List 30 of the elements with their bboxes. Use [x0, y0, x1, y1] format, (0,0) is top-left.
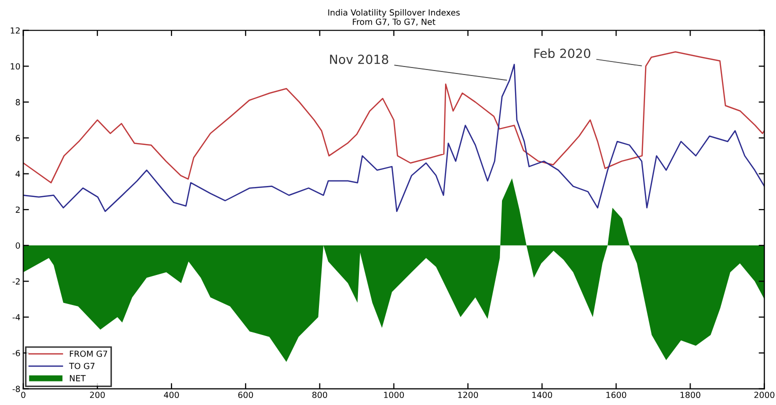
x-tick-label: 400 — [164, 392, 179, 398]
legend-label: FROM G7 — [70, 350, 108, 357]
x-tick-label: 600 — [238, 392, 254, 398]
y-tick-label: 8 — [16, 99, 20, 106]
line-series — [23, 64, 764, 212]
x-tick-label: 1200 — [458, 392, 478, 398]
y-tick-label: -4 — [12, 314, 20, 320]
x-tick-label: 1600 — [606, 392, 626, 398]
legend-label: NET — [70, 375, 86, 382]
y-tick-label: 6 — [16, 134, 20, 142]
y-tick-label: 0 — [16, 242, 20, 249]
chart-subtitle: From G7, To G7, Net — [352, 18, 436, 26]
y-tick-label: -2 — [12, 278, 20, 284]
x-tick-label: 1000 — [384, 392, 404, 398]
x-tick-label: 1400 — [532, 392, 552, 398]
annotation: Nov 2018 — [330, 54, 388, 64]
y-tick-label: -8 — [12, 386, 20, 392]
x-tick-label: 800 — [312, 392, 328, 398]
legend-label: TO G7 — [69, 362, 94, 370]
x-tick-label: 0 — [21, 392, 26, 398]
y-tick-label: 12 — [10, 27, 20, 34]
x-tick-label: 2000 — [754, 392, 774, 398]
y-tick-label: -6 — [12, 350, 20, 356]
y-tick-label: 2 — [16, 206, 20, 213]
x-tick-label: 1800 — [680, 392, 700, 398]
annotation: Feb 2020 — [534, 48, 590, 58]
y-tick-label: 10 — [10, 63, 20, 70]
x-tick-label: 200 — [90, 392, 105, 398]
y-tick-label: 4 — [16, 170, 20, 177]
chart-title: India Volatility Spillover Indexes — [328, 9, 460, 18]
